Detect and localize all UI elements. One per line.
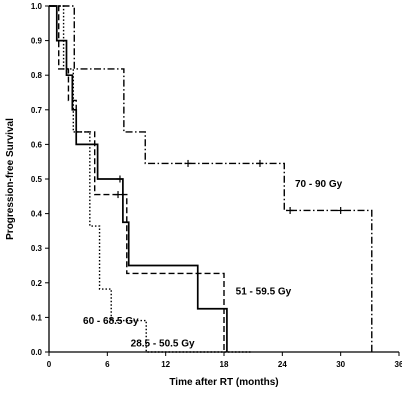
x-tick-label: 6	[105, 360, 110, 369]
series-label-51-59-gy: 51 - 59.5 Gy	[236, 286, 292, 297]
x-tick-label: 24	[278, 360, 287, 369]
x-tick-label: 0	[47, 360, 52, 369]
y-tick-label: 0.3	[31, 244, 43, 253]
y-tick-label: 0.6	[31, 140, 43, 149]
series-layer	[49, 5, 373, 353]
y-tick-label: 0.8	[31, 71, 43, 80]
y-tick-label: 0.0	[31, 348, 43, 357]
y-tick-label: 0.2	[31, 279, 43, 288]
x-tick-label: 18	[220, 360, 229, 369]
chart-axes: 0.0 0.1 0.2 0.3 0.4 0.5 0.6 0.7 0.8 0.9 1.0 0 6 12 18 2…	[31, 2, 402, 369]
x-tick-label: 12	[161, 360, 170, 369]
y-axis-title: Progression-free Survival	[5, 118, 16, 240]
x-tick-label: 36	[395, 360, 402, 369]
y-tick-label: 0.1	[31, 313, 43, 322]
y-tick-label: 0.5	[31, 175, 43, 184]
series-line-0	[49, 5, 373, 352]
y-tick-label: 1.0	[31, 2, 43, 11]
series-label-60-68-gy: 60 - 68.5 Gy	[83, 316, 139, 327]
series-label-28-50-gy: 28.5 - 50.5 Gy	[131, 338, 195, 349]
y-tick-label: 0.7	[31, 106, 43, 115]
series-line-3	[49, 5, 228, 352]
series-label-70-90-gy: 70 - 90 Gy	[295, 179, 343, 190]
x-tick-label: 30	[336, 360, 345, 369]
series-line-2	[49, 5, 252, 353]
y-tick-label: 0.9	[31, 37, 43, 46]
x-axis-title: Time after RT (months)	[169, 377, 278, 388]
y-tick-label: 0.4	[31, 210, 43, 219]
